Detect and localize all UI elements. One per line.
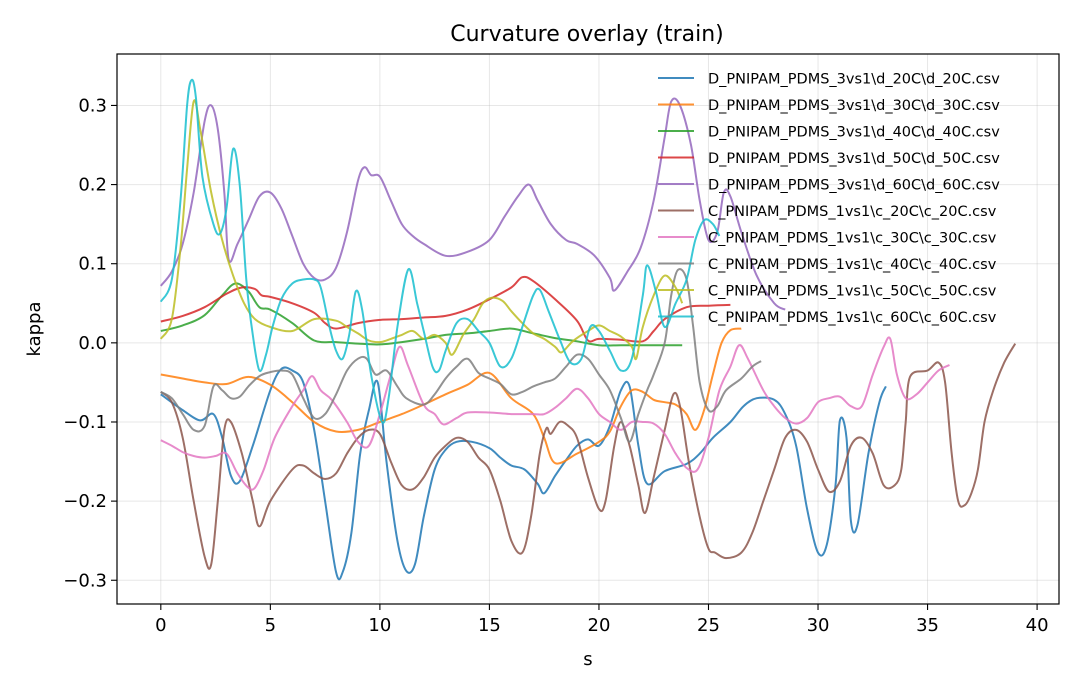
- legend-label: D_PNIPAM_PDMS_3vs1\d_50C\d_50C.csv: [708, 151, 1000, 167]
- legend-label: C_PNIPAM_PDMS_1vs1\c_30C\c_30C.csv: [708, 231, 997, 247]
- series-line-3: [160, 275, 731, 343]
- legend-label: D_PNIPAM_PDMS_3vs1\d_60C\d_60C.csv: [708, 178, 1000, 194]
- legend-label: D_PNIPAM_PDMS_3vs1\d_40C\d_40C.csv: [708, 125, 1000, 141]
- x-tick-label: 40: [1026, 615, 1049, 636]
- y-tick-label: 0.1: [78, 254, 107, 275]
- series-line-2: [160, 282, 683, 347]
- x-tick-label: 5: [265, 615, 276, 636]
- series-line-9: [159, 78, 721, 424]
- y-tick-label: −0.2: [63, 491, 107, 512]
- x-tick-label: 30: [807, 615, 830, 636]
- series-line-8: [159, 99, 684, 361]
- y-tick-label: −0.3: [63, 570, 107, 591]
- y-tick-label: 0.0: [78, 333, 107, 354]
- legend-label: D_PNIPAM_PDMS_3vs1\d_30C\d_30C.csv: [708, 98, 1000, 114]
- legend: D_PNIPAM_PDMS_3vs1\d_20C\d_20C.csv D_PNIP…: [658, 72, 1000, 326]
- series-line-6: [160, 336, 950, 491]
- y-tick-label: 0.3: [78, 95, 107, 116]
- x-tick-label: 0: [155, 615, 166, 636]
- plot-frame: [116, 53, 1060, 605]
- series-line-0: [160, 366, 887, 581]
- axis-ticks: 0 5 10 15 20 25 30 35 40 −0.3 −0.2 −0.1 0.0 0.1 0.2 0.3: [63, 95, 1048, 636]
- legend-label: D_PNIPAM_PDMS_3vs1\d_20C\d_20C.csv: [708, 72, 1000, 88]
- x-tick-label: 20: [588, 615, 611, 636]
- legend-label: C_PNIPAM_PDMS_1vs1\c_20C\c_20C.csv: [708, 204, 997, 220]
- chart-title: Curvature overlay (train): [450, 22, 724, 47]
- legend-label: C_PNIPAM_PDMS_1vs1\c_50C\c_50C.csv: [708, 284, 997, 300]
- x-tick-label: 15: [478, 615, 501, 636]
- series-line-7: [160, 268, 762, 443]
- y-axis-label: kappa: [24, 301, 45, 356]
- series-layer: [159, 78, 1017, 581]
- grid: [117, 54, 1059, 604]
- y-tick-label: −0.1: [63, 412, 107, 433]
- x-tick-label: 35: [916, 615, 939, 636]
- y-tick-label: 0.2: [78, 175, 107, 196]
- series-line-5: [160, 343, 1017, 570]
- x-tick-label: 10: [368, 615, 391, 636]
- series-line-1: [160, 327, 742, 465]
- legend-label: C_PNIPAM_PDMS_1vs1\c_60C\c_60C.csv: [708, 310, 997, 326]
- x-tick-label: 25: [697, 615, 720, 636]
- legend-label: C_PNIPAM_PDMS_1vs1\c_40C\c_40C.csv: [708, 257, 997, 273]
- series-line-4: [160, 97, 786, 311]
- x-axis-label: s: [583, 649, 592, 670]
